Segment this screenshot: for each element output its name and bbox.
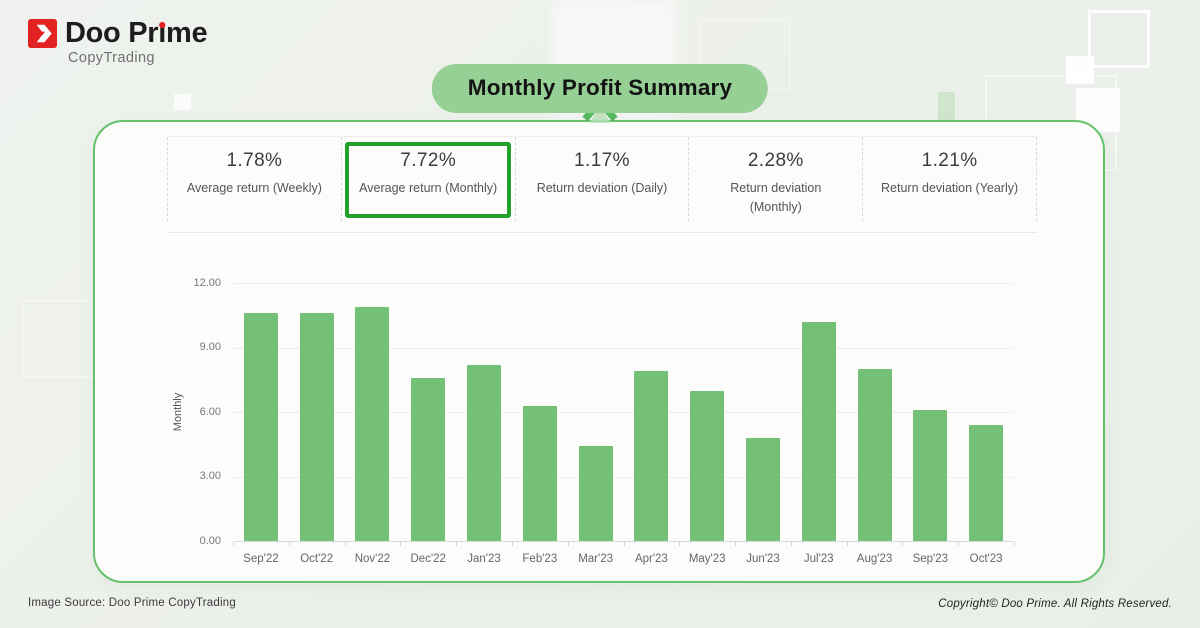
x-tick-label: Feb'23 xyxy=(522,553,558,565)
bar-Apr'23 xyxy=(634,371,669,541)
bar-May'23 xyxy=(690,390,725,541)
x-axis-tick xyxy=(288,541,290,546)
bar-Feb'23 xyxy=(522,405,557,541)
summary-card: 1.78% Average return (Weekly) 7.72% Average… xyxy=(93,120,1105,583)
bar-Oct'23 xyxy=(969,424,1004,541)
x-axis-tick xyxy=(735,541,737,546)
x-tick-label: Oct'22 xyxy=(300,553,334,565)
y-tick-label: 3.00 xyxy=(199,470,221,482)
gridline xyxy=(233,476,1014,478)
stat-cell: 1.17% Return deviation (Daily) xyxy=(514,137,689,221)
stats-row: 1.78% Average return (Weekly) 7.72% Average… xyxy=(167,136,1037,221)
x-axis-tick xyxy=(1014,541,1015,546)
decor-square-fill xyxy=(174,94,191,110)
stat-cell: 2.28% Return deviation (Monthly) xyxy=(688,137,862,221)
stat-value: 2.28% xyxy=(747,150,804,171)
y-tick-label: 6.00 xyxy=(199,405,221,418)
x-tick-label: Oct'23 xyxy=(969,553,1003,565)
x-axis-tick xyxy=(623,541,625,546)
plot-area xyxy=(233,283,1015,546)
x-tick-label: Jun'23 xyxy=(746,553,780,565)
y-tick-label: 12.00 xyxy=(193,276,221,289)
y-tick-label: 0.00 xyxy=(199,534,221,547)
stat-label: Return deviation (Monthly) xyxy=(730,181,822,214)
x-tick-label: Dec'22 xyxy=(410,553,446,565)
decor-square-fill xyxy=(1066,56,1094,84)
bar-Mar'23 xyxy=(578,446,613,541)
x-tick-label: Mar'23 xyxy=(578,553,613,565)
stat-label: Average return (Weekly) xyxy=(186,181,322,195)
x-axis-tick xyxy=(679,541,681,546)
stat-label: Return deviation (Daily) xyxy=(536,181,668,195)
monthly-profit-chart: Monthly 12.00 9.00 6.00 3.00 0.00 Sep'22 Oct'2… xyxy=(167,252,1052,577)
x-tick-label: Sep'23 xyxy=(912,553,949,565)
decor-square-outline xyxy=(1088,10,1150,68)
x-axis-tick xyxy=(902,541,904,546)
stat-label: Average return (Monthly) xyxy=(359,181,498,195)
x-tick-label: Jul'23 xyxy=(803,553,834,565)
x-axis-tick xyxy=(400,541,402,546)
stat-label: Return deviation (Yearly) xyxy=(881,181,1019,195)
stat-cell: 1.21% Return deviation (Yearly) xyxy=(862,137,1037,221)
x-axis-tick xyxy=(790,541,792,546)
brand-i-dot xyxy=(159,22,165,28)
image-source-text: Image Source: Doo Prime CopyTrading xyxy=(28,597,236,609)
doo-prime-logo-icon xyxy=(28,18,57,48)
stat-value: 1.78% xyxy=(226,150,283,171)
x-axis-tick xyxy=(958,541,960,546)
bar-Jun'23 xyxy=(745,437,780,541)
stat-value: 7.72% xyxy=(400,150,457,171)
bar-Nov'22 xyxy=(355,306,390,541)
stat-cell: 1.78% Average return (Weekly) xyxy=(167,137,341,221)
stat-value: 1.17% xyxy=(574,150,630,171)
copyright-text: Copyright© Doo Prime. All Rights Reserve… xyxy=(938,598,1172,610)
x-tick-label: Aug'23 xyxy=(856,553,893,565)
bar-Aug'23 xyxy=(857,369,892,541)
x-axis-tick xyxy=(233,541,234,546)
x-axis-tick xyxy=(344,541,346,546)
bar-Jul'23 xyxy=(801,321,836,541)
x-axis-tick xyxy=(456,541,458,546)
gridline xyxy=(233,283,1014,284)
stat-cell-selected: 7.72% Average return (Monthly) xyxy=(340,137,515,221)
gridline xyxy=(233,347,1014,349)
bar-Jan'23 xyxy=(467,364,502,541)
x-axis-tick xyxy=(846,541,848,546)
x-tick-label: Nov'22 xyxy=(354,553,391,565)
x-tick-label: Jan'23 xyxy=(467,553,501,565)
decor-green-tile xyxy=(938,92,955,121)
bar-Dec'22 xyxy=(411,377,446,541)
y-tick-label: 9.00 xyxy=(199,341,221,353)
decor-square-outline xyxy=(22,300,100,378)
brand-block: Doo Prı me CopyTrading xyxy=(28,17,208,66)
bar-Sep'22 xyxy=(243,313,278,541)
stats-separator xyxy=(167,232,1037,233)
bar-Sep'23 xyxy=(913,409,948,541)
x-tick-label: Apr'23 xyxy=(634,553,668,565)
x-axis-tick xyxy=(567,541,569,546)
stat-value: 1.21% xyxy=(921,150,978,171)
x-axis-tick xyxy=(511,541,513,546)
brand-subtitle: CopyTrading xyxy=(68,50,155,66)
brand-name: Doo Prı me xyxy=(65,17,208,49)
bar-Oct'22 xyxy=(299,313,334,541)
gridline xyxy=(233,412,1014,413)
x-tick-label: May'23 xyxy=(688,553,726,565)
x-tick-label: Sep'22 xyxy=(243,553,279,565)
page-title: Monthly Profit Summary xyxy=(431,64,769,113)
